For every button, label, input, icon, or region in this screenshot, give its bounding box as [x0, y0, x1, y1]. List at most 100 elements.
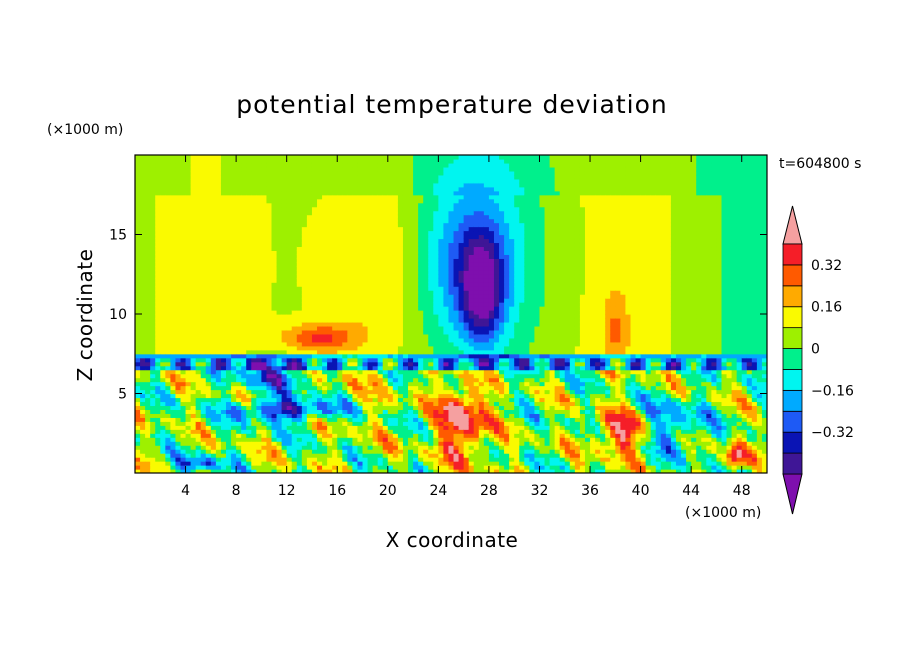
contour-cell — [226, 278, 232, 283]
contour-cell — [266, 250, 273, 255]
contour-cell — [165, 397, 171, 403]
contour-cell — [362, 298, 369, 303]
contour-cell — [408, 409, 414, 414]
contour-cell — [286, 441, 293, 446]
contour-cell — [428, 214, 434, 220]
contour-cell — [306, 186, 313, 192]
contour-cell — [332, 290, 338, 295]
contour-cell — [352, 222, 359, 228]
contour-cell — [413, 441, 419, 446]
contour-cell — [256, 373, 262, 379]
contour-cell — [220, 445, 227, 450]
contour-cell — [306, 250, 313, 255]
contour-cell — [352, 441, 359, 446]
contour-cell — [291, 449, 298, 454]
contour-cell — [377, 155, 384, 160]
contour-cell — [402, 194, 409, 200]
contour-cell — [413, 373, 419, 379]
contour-cell — [438, 155, 445, 160]
contour-cell — [408, 314, 414, 319]
contour-cell — [236, 194, 242, 200]
contour-cell — [423, 349, 429, 355]
contour-cell — [296, 290, 303, 295]
contour-cell — [296, 333, 303, 339]
contour-cell — [377, 202, 384, 208]
contour-cell — [251, 306, 257, 311]
contour-cell — [195, 445, 202, 450]
contour-cell — [180, 234, 187, 240]
contour-cell — [352, 393, 359, 399]
contour-cell — [145, 246, 151, 251]
contour-cell — [190, 254, 197, 259]
contour-cell — [296, 166, 303, 172]
contour-cell — [271, 194, 278, 200]
contour-cell — [205, 349, 212, 355]
contour-cell — [256, 349, 262, 355]
contour-cell — [301, 298, 308, 303]
contour-cell — [190, 246, 197, 251]
contour-cell — [413, 329, 419, 335]
contour-cell — [271, 385, 278, 391]
contour-cell — [271, 230, 278, 236]
contour-cell — [357, 174, 364, 180]
contour-cell — [155, 453, 161, 458]
contour-cell — [413, 242, 419, 248]
contour-cell — [347, 306, 354, 311]
contour-cell — [145, 158, 151, 164]
contour-cell — [241, 321, 247, 327]
contour-cell — [428, 433, 434, 438]
contour-cell — [190, 429, 197, 434]
contour-cell — [256, 290, 262, 295]
contour-cell — [387, 162, 394, 168]
contour-cell — [443, 453, 450, 458]
contour-cell — [342, 294, 348, 299]
contour-cell — [200, 214, 207, 220]
contour-cell — [160, 238, 166, 244]
contour-cell — [266, 234, 273, 240]
contour-cell — [276, 218, 283, 224]
contour-cell — [241, 461, 247, 466]
contour-cell — [266, 353, 273, 359]
contour-cell — [413, 186, 419, 192]
contour-cell — [170, 465, 177, 470]
contour-cell — [317, 242, 323, 248]
contour-cell — [322, 317, 328, 323]
contour-cell — [357, 254, 364, 259]
contour-cell — [443, 457, 450, 462]
contour-cell — [195, 170, 202, 176]
contour-cell — [301, 405, 308, 410]
contour-cell — [226, 206, 232, 212]
contour-cell — [291, 182, 298, 188]
contour-cell — [291, 310, 298, 315]
contour-cell — [220, 453, 227, 458]
contour-cell — [443, 274, 450, 279]
contour-cell — [276, 353, 283, 359]
contour-cell — [413, 445, 419, 450]
contour-cell — [301, 198, 308, 204]
contour-cell — [145, 250, 151, 255]
contour-cell — [220, 345, 227, 351]
contour-cell — [246, 274, 252, 279]
contour-cell — [367, 270, 374, 275]
contour-cell — [155, 294, 161, 299]
contour-cell — [438, 405, 445, 410]
contour-cell — [281, 226, 288, 232]
contour-cell — [205, 361, 212, 367]
contour-cell — [387, 421, 394, 426]
contour-cell — [271, 254, 278, 259]
contour-cell — [327, 341, 333, 347]
contour-cell — [332, 238, 338, 244]
contour-cell — [317, 345, 323, 351]
contour-cell — [433, 397, 439, 403]
contour-cell — [160, 262, 166, 267]
contour-cell — [195, 194, 202, 200]
contour-cell — [281, 174, 288, 180]
contour-cell — [195, 166, 202, 172]
contour-cell — [372, 449, 379, 454]
contour-cell — [357, 162, 364, 168]
contour-cell — [205, 266, 212, 271]
contour-cell — [301, 425, 308, 430]
contour-cell — [231, 218, 237, 224]
contour-cell — [281, 321, 288, 327]
contour-cell — [276, 369, 283, 375]
